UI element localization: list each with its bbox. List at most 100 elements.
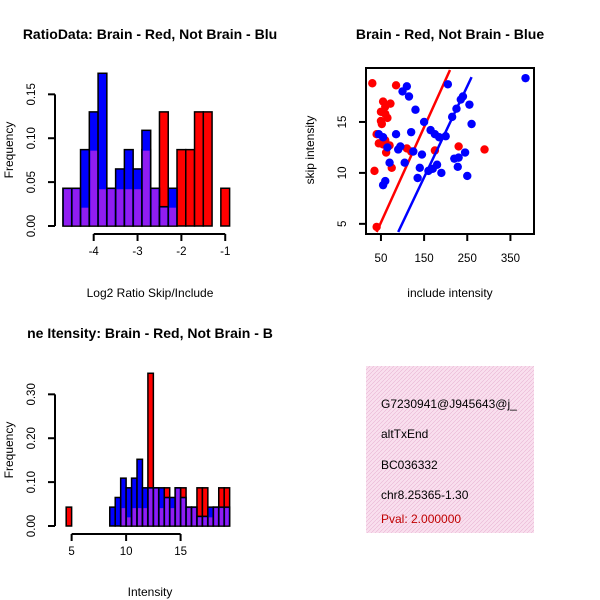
histogram-bar-brain: [65, 506, 73, 527]
histogram-bar-brain: [202, 111, 213, 227]
scatter-point-not-brain: [437, 168, 446, 178]
scatter-point-not-brain: [460, 148, 470, 157]
scatter-point-not-brain: [463, 171, 472, 181]
scatter-point-not-brain: [411, 105, 420, 114]
histogram-bar-overlap: [132, 508, 137, 526]
scatter-title: Brain - Red, Not Brain - Blue: [356, 26, 544, 42]
scatter-point-not-brain: [432, 160, 442, 169]
histogram-bar-overlap: [90, 150, 98, 226]
genomic-location: chr8.25365-1.30: [381, 488, 469, 502]
ratio-histogram-title: RatioData: Brain - Red, Not Brain - Blu: [23, 26, 277, 42]
histogram-bar-overlap: [127, 517, 131, 526]
y-tick-label: 0.10: [26, 127, 38, 149]
histogram-bar-brain: [220, 187, 231, 227]
x-tick-label: -1: [220, 246, 230, 258]
ratio-histogram: RatioData: Brain - Red, Not Brain - Blu …: [2, 26, 277, 300]
histogram-bar-overlap: [219, 508, 224, 526]
histogram-bar-brain: [193, 111, 205, 227]
y-tick-label: 15: [337, 116, 349, 129]
scatter-point-brain: [391, 81, 401, 90]
scatter-point-not-brain: [415, 163, 424, 173]
x-tick-label: 350: [501, 253, 520, 265]
scatter-point-brain: [480, 145, 489, 154]
histogram-bar-overlap: [81, 207, 89, 226]
scatter-point-not-brain: [443, 80, 453, 89]
scatter-point-brain: [383, 113, 392, 123]
histogram-bar-overlap: [138, 508, 142, 526]
histogram-bar-overlap: [116, 189, 124, 226]
histogram-bar-overlap: [208, 517, 213, 526]
histogram-bar-overlap: [99, 189, 106, 226]
scatter-point-not-brain: [381, 176, 390, 186]
histogram-bar-overlap: [181, 498, 186, 526]
scatter-point-not-brain: [453, 162, 462, 171]
fit-line-not-brain: [397, 76, 473, 233]
y-tick-label: 10: [337, 167, 349, 180]
scatter-ylabel: skip intensity: [303, 116, 317, 185]
info-panel: G7230941@J945643@j_ altTxEnd BC036332 ch…: [366, 366, 534, 533]
histogram-bar-overlap: [187, 508, 191, 526]
scatter-point-brain: [368, 79, 377, 88]
histogram-bar-overlap: [148, 488, 153, 526]
ratio-histogram-xlabel: Log2 Ratio Skip/Include: [87, 286, 214, 300]
y-tick-label: 0.20: [26, 427, 38, 449]
scatter-point-not-brain: [396, 142, 405, 151]
x-tick-label: 250: [458, 253, 477, 265]
histogram-bar-overlap: [170, 508, 175, 526]
y-tick-label: 0.05: [26, 171, 38, 193]
scatter-point-not-brain: [406, 127, 416, 137]
histogram-bar-not-brain: [114, 496, 122, 527]
histogram-bar-overlap: [214, 508, 218, 526]
scatter-plot-frame: [365, 67, 535, 235]
intensity-scatter: Brain - Red, Not Brain - Blue include in…: [303, 26, 544, 300]
histogram-bar-overlap: [107, 189, 115, 226]
x-tick-label: 10: [120, 546, 133, 558]
scatter-point-not-brain: [385, 158, 394, 167]
scatter-point-not-brain: [383, 143, 392, 152]
histogram-bar-overlap: [142, 150, 150, 226]
histogram-bar-brain: [176, 148, 187, 227]
accession: BC036332: [381, 458, 438, 472]
scatter-point-not-brain: [417, 150, 427, 159]
y-tick-label: 0.00: [26, 215, 38, 237]
event-id: G7230941@J945643@j_: [381, 397, 517, 411]
histogram-bar-not-brain: [97, 72, 108, 227]
scatter-point-not-brain: [419, 117, 429, 127]
scatter-point-brain: [370, 166, 379, 176]
x-tick-label: -2: [176, 246, 186, 258]
y-tick-label: 0.10: [26, 471, 38, 493]
scatter-point-brain: [454, 142, 463, 151]
pval-text: Pval: 2.000000: [381, 512, 461, 526]
scatter-point-brain: [386, 99, 395, 108]
ratio-histogram-ylabel: Frequency: [2, 122, 16, 179]
x-tick-label: 5: [68, 546, 74, 558]
histogram-bar-overlap: [192, 508, 196, 526]
x-tick-label: -4: [89, 246, 100, 258]
scatter-point-not-brain: [391, 129, 401, 139]
histogram-bar-overlap: [160, 207, 168, 226]
info-panel-background: [366, 366, 534, 533]
histogram-bar-overlap: [151, 189, 159, 226]
x-tick-label: 150: [415, 253, 434, 265]
scatter-point-not-brain: [378, 133, 388, 142]
histogram-bar-overlap: [134, 189, 141, 226]
event-type: altTxEnd: [381, 427, 428, 441]
histogram-bar-overlap: [125, 189, 133, 226]
histogram-bar-overlap: [143, 508, 147, 526]
scatter-point-not-brain: [402, 82, 412, 91]
histogram-bar-overlap: [197, 517, 202, 526]
histogram-bar-overlap: [154, 488, 158, 526]
histogram-bar-overlap: [225, 508, 229, 526]
histogram-bar-overlap: [64, 189, 71, 226]
histogram-bar-overlap: [159, 508, 164, 526]
histogram-bar-overlap: [203, 517, 207, 526]
intensity-histogram-ylabel: Frequency: [2, 422, 16, 479]
histogram-bar-overlap: [176, 488, 180, 526]
histogram-bar-overlap: [72, 189, 80, 226]
scatter-point-not-brain: [454, 153, 463, 162]
x-tick-label: -3: [132, 246, 142, 258]
scatter-point-not-brain: [404, 92, 414, 101]
intensity-histogram-title: ne Itensity: Brain - Red, Not Brain - B: [27, 325, 273, 341]
scatter-point-not-brain: [521, 73, 530, 83]
